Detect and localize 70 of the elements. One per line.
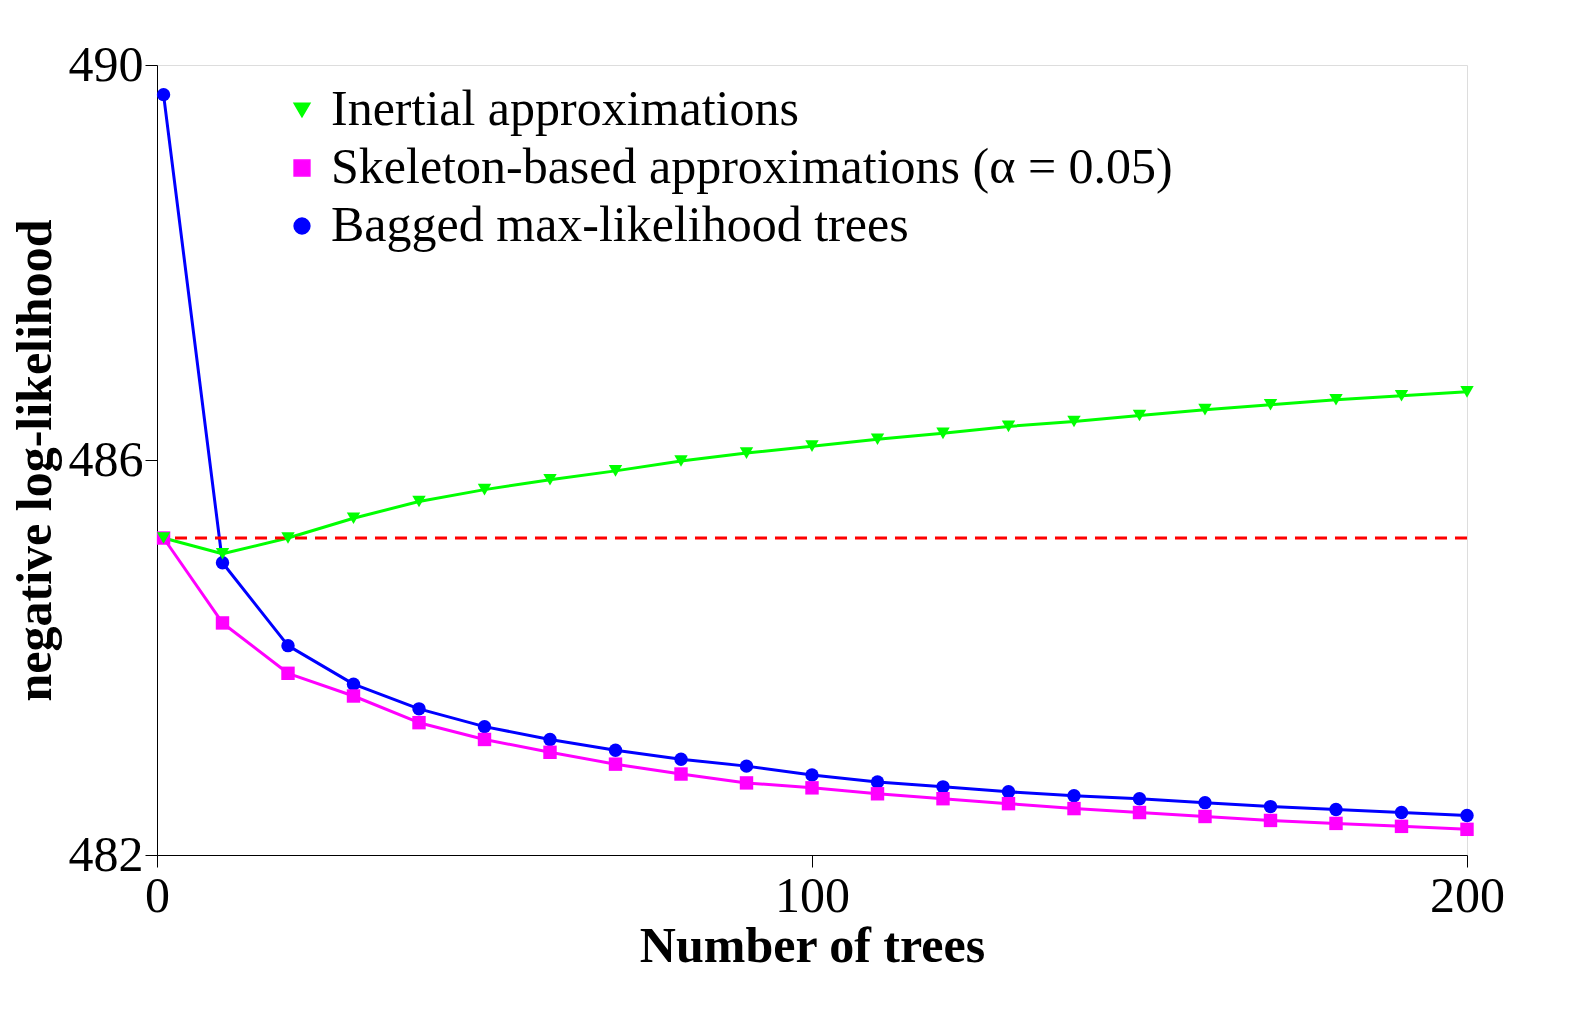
point [870, 433, 885, 446]
point [739, 759, 754, 773]
point [1067, 801, 1081, 816]
point [1132, 792, 1147, 806]
point [215, 548, 230, 560]
point [281, 532, 295, 544]
point [281, 638, 295, 653]
point [477, 483, 492, 496]
point [1394, 390, 1409, 402]
point [1394, 805, 1409, 820]
point [543, 473, 557, 486]
point [1001, 796, 1016, 811]
legend-label: Inertial approximations [331, 80, 799, 136]
point [870, 775, 885, 789]
y-tick-label: 482 [68, 825, 144, 882]
x-tick-label: 200 [1430, 866, 1505, 923]
point [412, 495, 426, 508]
legend-label: Bagged max-likelihood trees [331, 196, 909, 252]
legend-label: Skeleton-based approximations (α = 0.05) [331, 138, 1173, 194]
point [477, 732, 492, 747]
point [1394, 819, 1409, 834]
point [412, 715, 426, 730]
point [608, 757, 623, 771]
point [1263, 813, 1278, 828]
point [1132, 409, 1147, 422]
point [281, 666, 295, 681]
point [674, 752, 688, 766]
point [608, 743, 623, 758]
point [1460, 386, 1474, 398]
point [805, 440, 819, 452]
point [543, 745, 557, 760]
point [674, 767, 688, 781]
point [1198, 795, 1212, 810]
point [1263, 398, 1278, 411]
point [739, 447, 754, 459]
y-tick-label: 486 [68, 430, 144, 487]
point [805, 768, 819, 782]
point [412, 702, 426, 716]
point [543, 732, 557, 747]
point [1460, 808, 1474, 823]
point [1067, 789, 1081, 803]
point [1460, 822, 1474, 837]
y-tick-label: 490 [68, 35, 144, 92]
point [1067, 415, 1081, 428]
point [805, 781, 819, 795]
point [936, 427, 950, 440]
point [936, 780, 950, 794]
point [346, 677, 361, 691]
point [1001, 785, 1016, 799]
point [1132, 805, 1147, 820]
point [608, 465, 623, 477]
point [1329, 816, 1343, 831]
point [674, 455, 688, 467]
point [346, 689, 361, 703]
point [156, 87, 171, 102]
point [1329, 393, 1343, 406]
point [215, 616, 230, 630]
point [346, 512, 361, 525]
point [1001, 420, 1016, 433]
point [870, 787, 885, 801]
point [477, 719, 492, 734]
point [1198, 403, 1212, 416]
x-tick-label: 0 [145, 866, 170, 923]
point [215, 556, 230, 570]
point [739, 776, 754, 790]
point [1263, 799, 1278, 814]
point [1198, 809, 1212, 824]
point [936, 792, 950, 806]
point [1329, 802, 1343, 817]
y-axis-title: negative log-likelihood [5, 219, 62, 702]
